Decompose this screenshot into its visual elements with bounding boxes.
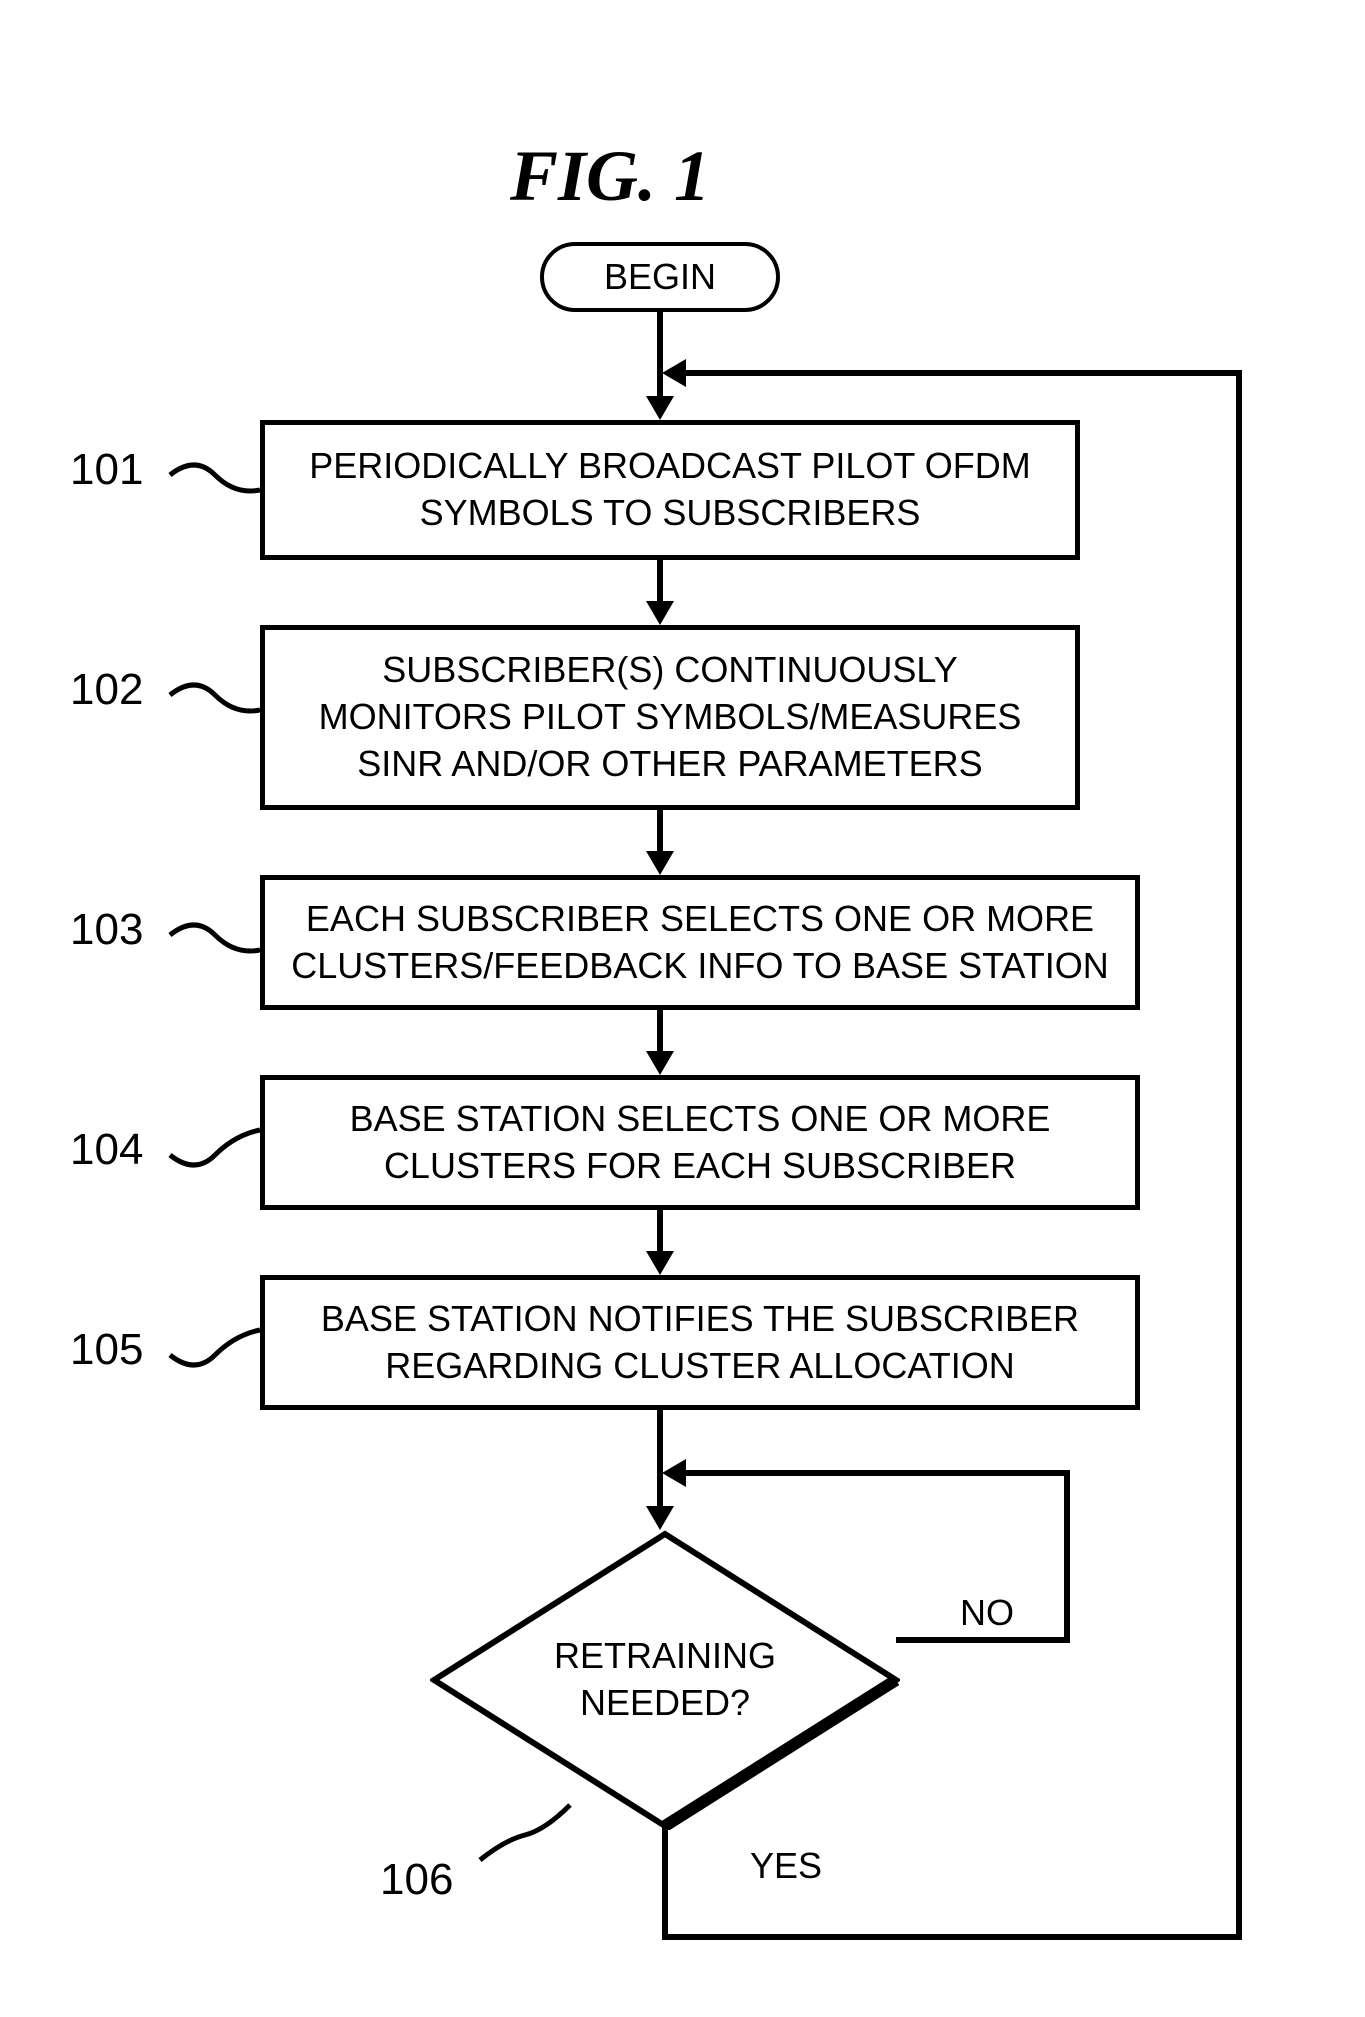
connector-104 — [165, 1110, 265, 1180]
label-102: 102 — [70, 665, 143, 715]
arrowhead-102-to-103 — [646, 851, 674, 875]
label-104: 104 — [70, 1125, 143, 1175]
no-line-left — [684, 1470, 1070, 1476]
yes-line-down — [662, 1826, 668, 1940]
process-104-text: BASE STATION SELECTS ONE OR MORE CLUSTER… — [285, 1096, 1115, 1190]
process-105: BASE STATION NOTIFIES THE SUBSCRIBER REG… — [260, 1275, 1140, 1410]
process-102: SUBSCRIBER(S) CONTINUOUSLY MONITORS PILO… — [260, 625, 1080, 810]
yes-label: YES — [750, 1845, 822, 1887]
process-102-text: SUBSCRIBER(S) CONTINUOUSLY MONITORS PILO… — [285, 647, 1055, 787]
arrow-102-to-103 — [657, 810, 663, 855]
yes-line-left — [684, 370, 1242, 376]
connector-101 — [165, 450, 265, 510]
no-arrowhead — [662, 1459, 686, 1487]
no-line-up — [1064, 1470, 1070, 1643]
decision-text: RETRAINING NEEDED? — [525, 1633, 805, 1727]
process-101: PERIODICALLY BROADCAST PILOT OFDM SYMBOL… — [260, 420, 1080, 560]
process-103: EACH SUBSCRIBER SELECTS ONE OR MORE CLUS… — [260, 875, 1140, 1010]
label-105: 105 — [70, 1325, 143, 1375]
no-line-right — [896, 1637, 1070, 1643]
arrowhead-begin-to-101 — [646, 396, 674, 420]
arrowhead-105-to-decision — [646, 1506, 674, 1530]
yes-line-right — [662, 1934, 1242, 1940]
arrowhead-103-to-104 — [646, 1051, 674, 1075]
connector-102 — [165, 670, 265, 730]
label-101: 101 — [70, 445, 143, 495]
label-106: 106 — [380, 1855, 453, 1905]
arrow-104-to-105 — [657, 1210, 663, 1255]
connector-103 — [165, 910, 265, 970]
arrowhead-101-to-102 — [646, 601, 674, 625]
yes-line-up — [1236, 370, 1242, 1940]
connector-106 — [475, 1800, 575, 1870]
yes-arrowhead — [662, 359, 686, 387]
begin-label: BEGIN — [604, 256, 716, 298]
process-101-text: PERIODICALLY BROADCAST PILOT OFDM SYMBOL… — [285, 443, 1055, 537]
no-label: NO — [960, 1592, 1014, 1634]
figure-title: FIG. 1 — [510, 135, 710, 218]
process-104: BASE STATION SELECTS ONE OR MORE CLUSTER… — [260, 1075, 1140, 1210]
connector-105 — [165, 1310, 265, 1380]
begin-terminator: BEGIN — [540, 242, 780, 312]
decision-retraining: RETRAINING NEEDED? — [430, 1530, 900, 1830]
arrowhead-104-to-105 — [646, 1251, 674, 1275]
arrow-101-to-102 — [657, 560, 663, 605]
label-103: 103 — [70, 905, 143, 955]
process-103-text: EACH SUBSCRIBER SELECTS ONE OR MORE CLUS… — [285, 896, 1115, 990]
arrow-103-to-104 — [657, 1010, 663, 1055]
process-105-text: BASE STATION NOTIFIES THE SUBSCRIBER REG… — [285, 1296, 1115, 1390]
